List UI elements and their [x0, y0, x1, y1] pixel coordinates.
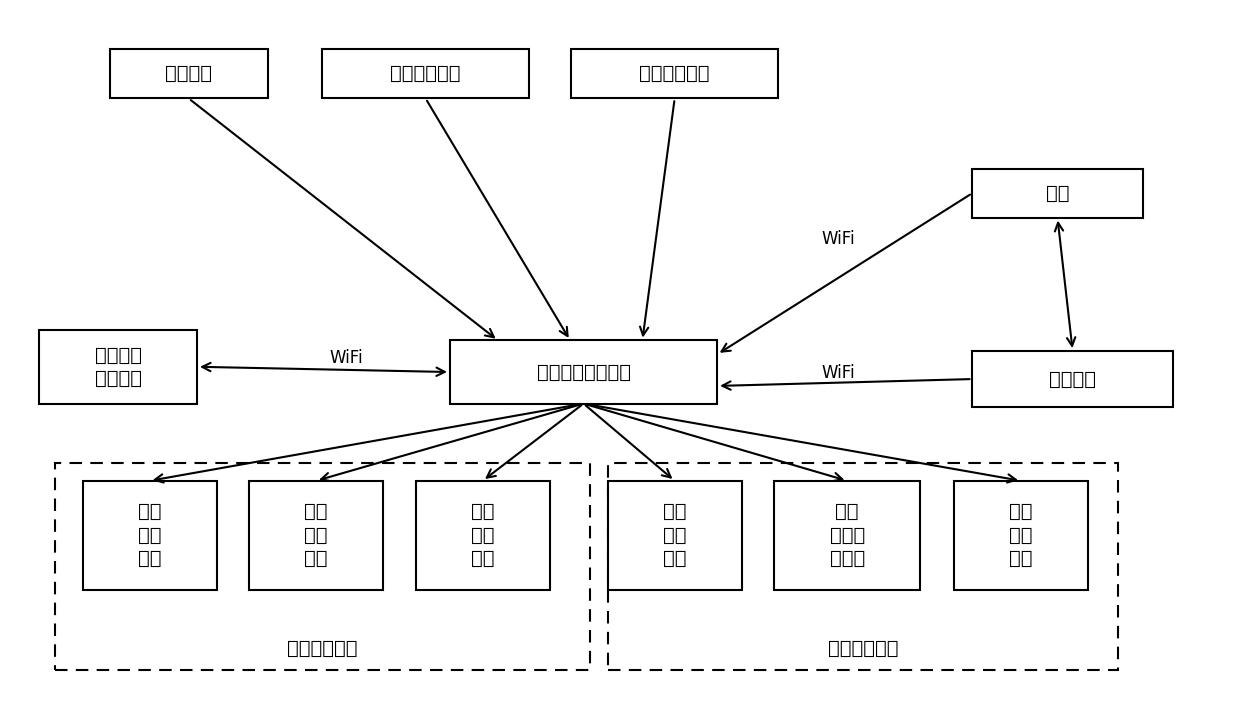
Text: 环境控制单元: 环境控制单元 [828, 639, 898, 657]
Text: 振动
哄睡
单元: 振动 哄睡 单元 [471, 502, 495, 569]
Text: 睡眠调节单元: 睡眠调节单元 [286, 639, 357, 657]
Text: 云服务器: 云服务器 [1049, 369, 1096, 389]
Text: 手机: 手机 [1045, 183, 1069, 203]
Text: 生命体征
检测单元: 生命体征 检测单元 [94, 346, 141, 388]
Text: WiFi: WiFi [822, 230, 856, 248]
Bar [608, 463, 1118, 670]
Bar [608, 481, 742, 589]
Bar [774, 481, 920, 589]
Bar [55, 463, 589, 670]
Bar [83, 481, 217, 589]
Bar [322, 49, 528, 98]
Bar [972, 168, 1142, 218]
Text: WiFi: WiFi [822, 364, 856, 382]
Bar [954, 481, 1087, 589]
Bar [972, 351, 1173, 407]
Text: 灯光
哄睡
单元: 灯光 哄睡 单元 [138, 502, 161, 569]
Bar [415, 481, 549, 589]
Bar [109, 49, 268, 98]
Text: 环境检测单元: 环境检测单元 [391, 64, 461, 83]
Bar [40, 330, 197, 404]
Text: 湿度
控制
单元: 湿度 控制 单元 [1009, 502, 1033, 569]
Text: 本地数据处理单元: 本地数据处理单元 [537, 362, 631, 382]
Text: 空气
质量调
节单元: 空气 质量调 节单元 [830, 502, 864, 569]
Bar [450, 340, 717, 404]
Bar [249, 481, 383, 589]
Text: 充电单元: 充电单元 [165, 64, 212, 83]
Text: 温度
控制
单元: 温度 控制 单元 [663, 502, 687, 569]
Bar [572, 49, 777, 98]
Text: WiFi: WiFi [330, 349, 363, 367]
Text: 声音
哄睡
单元: 声音 哄睡 单元 [305, 502, 327, 569]
Text: 教育学习单元: 教育学习单元 [640, 64, 711, 83]
